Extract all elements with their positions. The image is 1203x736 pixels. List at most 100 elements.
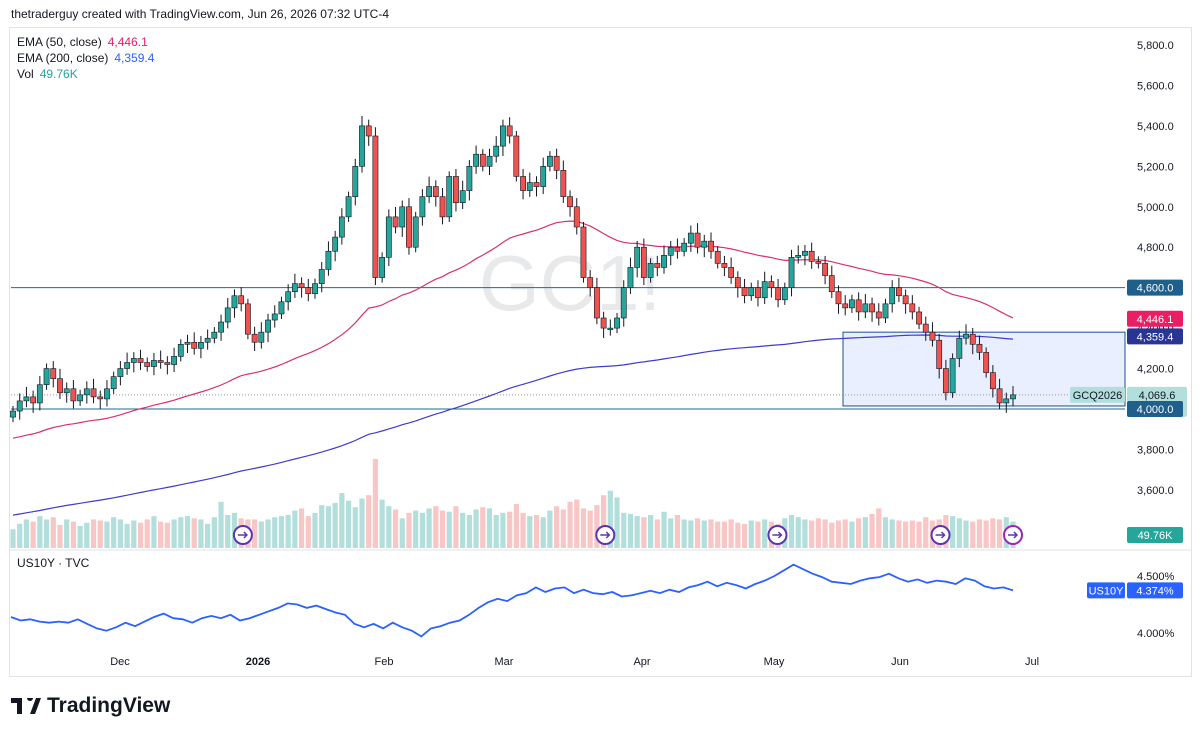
volume-bar — [721, 521, 728, 548]
candle-body — [110, 376, 117, 390]
candle-body — [204, 337, 211, 343]
candle-body — [144, 362, 151, 367]
volume-bar — [896, 520, 902, 548]
volume-bar — [439, 510, 446, 548]
hline-price-tag-label: 4,600.0 — [1137, 283, 1174, 295]
volume-bar — [701, 520, 707, 548]
candle-body — [318, 269, 325, 284]
volume-bar — [949, 516, 956, 548]
candle-body — [130, 358, 137, 363]
sub-legend[interactable]: US10Y · TVC — [17, 555, 89, 571]
legend-ema50-value: 4,446.1 — [107, 35, 148, 49]
candle-body — [372, 135, 379, 278]
candle-body — [16, 400, 23, 412]
tradingview-logo-text: TradingView — [47, 694, 171, 717]
volume-bar — [533, 515, 540, 548]
price-axis-tick: 5,800.0 — [1137, 40, 1174, 52]
legend-vol-label: Vol — [17, 67, 34, 81]
legend-ema200-label: EMA (200, close) — [17, 51, 109, 65]
volume-bar — [788, 515, 795, 548]
volume-bar — [117, 519, 123, 548]
volume-bar — [990, 518, 996, 548]
symbol-tag[interactable]: GCQ2026 — [1070, 386, 1125, 403]
ema50-price-tag[interactable]: 4,446.1 — [1127, 310, 1183, 327]
us10y-symbol-tag[interactable]: US10Y — [1087, 582, 1125, 599]
ema200-line[interactable] — [12, 334, 1014, 516]
volume-bar — [889, 519, 895, 548]
legend-vol[interactable]: Vol 49.76K — [17, 66, 154, 82]
candle-body — [90, 388, 97, 398]
time-axis-tick: Jul — [1025, 656, 1039, 668]
event-marker-icon[interactable] — [1003, 525, 1023, 545]
candle-body — [191, 341, 198, 349]
ema50-line[interactable] — [12, 220, 1014, 439]
volume-bar — [574, 499, 580, 548]
ema200-price-tag[interactable]: 4,359.4 — [1127, 328, 1183, 345]
candle-body — [63, 388, 70, 394]
candle-body — [506, 125, 513, 137]
legend: EMA (50, close) 4,446.1 EMA (200, close) 4… — [17, 34, 154, 82]
event-marker-icon[interactable] — [595, 525, 616, 545]
candle-body — [479, 153, 486, 167]
event-marker-icon[interactable] — [930, 525, 951, 545]
candle-body — [453, 176, 459, 204]
volume-bar — [57, 524, 63, 548]
candle-body — [177, 343, 184, 357]
volume-bar — [43, 519, 50, 548]
tradingview-logo[interactable]: TradingView — [11, 694, 170, 718]
volume-bar — [835, 520, 842, 548]
candle-body — [459, 190, 466, 204]
candle-body — [406, 206, 412, 248]
legend-ema200[interactable]: EMA (200, close) 4,359.4 — [17, 50, 154, 66]
candle-body — [855, 299, 862, 313]
hline-price-tag[interactable]: 4,600.0 — [1127, 279, 1183, 296]
volume-bar — [460, 512, 466, 548]
volume-bar — [124, 523, 130, 548]
candle-body — [271, 313, 278, 321]
support-price-tag-bg — [1127, 401, 1183, 417]
us10y-line[interactable] — [10, 563, 1014, 638]
volume-bar — [406, 512, 412, 548]
volume-bar — [903, 521, 909, 548]
volume-bar — [480, 507, 486, 548]
volume-bar — [332, 502, 338, 548]
candle-body — [83, 388, 90, 396]
volume-bar — [547, 510, 553, 548]
candle-body — [238, 295, 245, 305]
volume-bar — [144, 519, 150, 548]
time-axis-tick: May — [764, 656, 785, 668]
candle-body — [151, 360, 157, 367]
volume-bar — [312, 512, 318, 548]
candle-body — [533, 182, 540, 187]
candle-body — [231, 295, 238, 309]
candle-body — [620, 287, 627, 319]
volume-bar — [426, 508, 432, 548]
event-marker-icon[interactable] — [232, 525, 253, 545]
symbol-tag-label: GCQ2026 — [1073, 390, 1123, 402]
volume-bar — [715, 521, 721, 548]
volume-bar — [587, 510, 593, 548]
candle-body — [325, 250, 332, 270]
legend-ema50[interactable]: EMA (50, close) 4,446.1 — [17, 34, 154, 50]
volume-bar — [399, 518, 405, 548]
volume-bar — [37, 516, 43, 548]
us10y-value-tag[interactable]: 4.374% — [1127, 582, 1183, 599]
volume-bar — [225, 515, 231, 548]
tradingview-logo-icon — [11, 698, 41, 714]
volume-bar — [594, 505, 600, 548]
candle-body — [963, 333, 969, 339]
candle-body — [734, 277, 741, 288]
event-marker-icon[interactable] — [767, 525, 788, 545]
support-price-tag[interactable]: 4,000.0 — [1127, 401, 1183, 417]
candle-body — [768, 281, 775, 288]
volume-tag[interactable]: 49.76K — [1127, 527, 1183, 543]
candle-body — [520, 176, 526, 191]
volume-bar — [17, 523, 23, 548]
volume-bar — [97, 520, 103, 548]
candle-body — [875, 311, 882, 319]
time-axis-tick: Feb — [375, 656, 394, 668]
us10y-value-tag-bg — [1127, 582, 1183, 599]
candle-body — [446, 176, 453, 218]
candle-body — [540, 166, 547, 187]
